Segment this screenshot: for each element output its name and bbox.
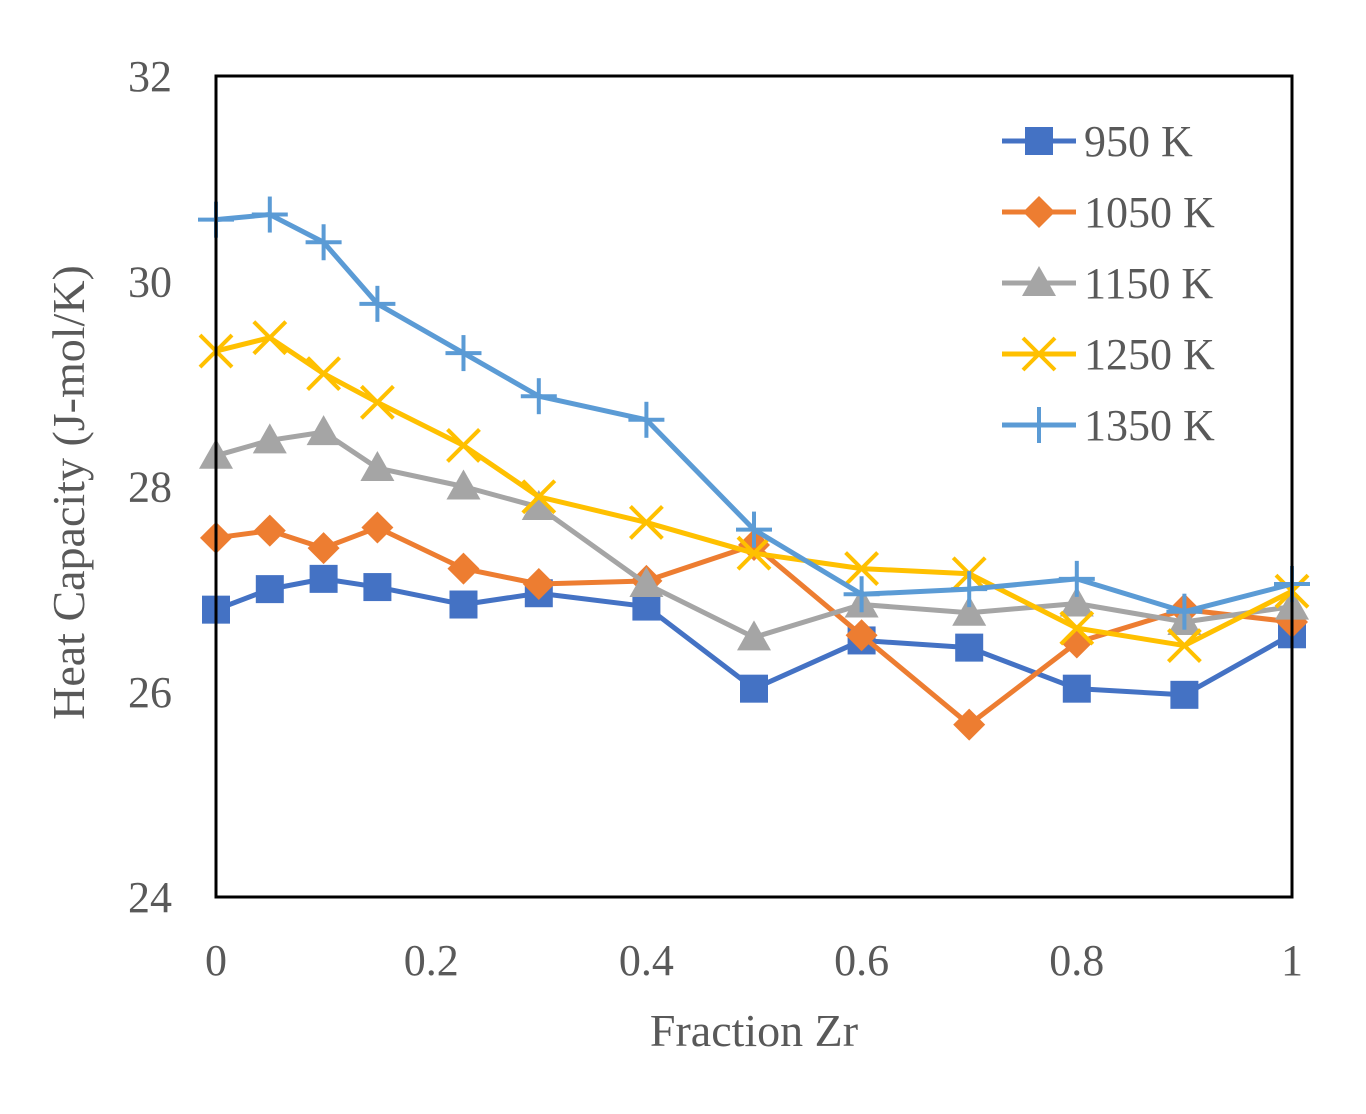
data-point [1062,674,1091,703]
y-axis-ticks: 24 26 28 30 32 [128,52,172,922]
data-point [445,335,482,372]
data-point [955,633,984,662]
data-point [446,469,481,500]
legend-marker [1021,407,1057,443]
data-point [307,532,340,565]
data-point [1170,680,1199,709]
data-point [736,535,772,571]
data-point [361,511,394,544]
data-point [447,552,480,585]
legend-label: 1050 K [1084,188,1215,237]
data-point [736,511,772,548]
data-point [306,356,342,392]
x-tick-label: 0.8 [1049,936,1104,985]
data-point [305,224,342,261]
data-point [251,196,288,233]
data-point [951,571,988,608]
legend-item: 1050 K [1002,188,1215,237]
data-point [522,567,555,600]
data-point [363,573,392,602]
data-point [629,566,664,597]
data-point [628,505,664,540]
legend-item: 1350 K [1002,401,1215,450]
legend-label: 1250 K [1084,330,1215,379]
data-point [740,674,768,703]
legend-marker [1023,196,1055,228]
data-point [309,564,338,593]
data-point [952,595,987,626]
legend-label: 950 K [1084,117,1193,166]
data-point [306,415,341,446]
plot-area-frame [214,74,1294,899]
data-point [843,576,880,613]
data-point [521,490,556,521]
legend: 950 K 1050 K 1150 K 1250 K 1350 K [1002,117,1215,450]
y-axis-title: Heat Capacity (J-mol/K) [43,265,94,720]
legend-marker [1022,266,1056,296]
data-point [1166,628,1202,663]
data-point [1058,560,1095,597]
legend-item: 1250 K [1002,330,1215,379]
data-point [628,401,665,438]
x-axis-ticks: 0 0.2 0.4 0.6 0.8 1 [205,936,1303,985]
y-tick-label: 30 [128,257,172,306]
x-tick-label: 0.2 [404,936,459,985]
y-tick-label: 26 [128,668,172,717]
data-point [632,592,661,621]
data-point [520,378,557,415]
data-point [252,320,288,356]
y-tick-label: 28 [128,463,172,512]
data-point [521,479,557,515]
series-layer [198,196,1310,741]
data-point [1166,593,1203,630]
data-point [252,423,287,454]
data-point [359,384,395,420]
data-point [253,514,286,547]
data-point [446,428,481,463]
legend-label: 1150 K [1084,259,1213,308]
data-point [360,451,395,482]
data-point [255,575,284,604]
legend-marker [1021,336,1057,372]
data-point [953,708,986,741]
legend-label: 1350 K [1084,401,1215,450]
legend-marker [1025,127,1053,155]
x-tick-label: 0.6 [834,936,889,985]
x-tick-label: 1 [1281,936,1303,985]
data-point [737,620,771,651]
legend-item: 950 K [1002,117,1193,166]
legend-item: 1150 K [1002,259,1213,308]
data-point [449,590,478,619]
x-tick-label: 0.4 [619,936,674,985]
data-point [844,551,880,587]
x-axis-title: Fraction Zr [650,1005,858,1056]
data-point [1059,586,1094,617]
y-tick-label: 24 [128,873,172,922]
data-point [845,619,878,652]
series-1250-k [198,320,1310,663]
x-tick-label: 0 [205,936,227,985]
y-tick-label: 32 [128,52,172,101]
data-point [1059,610,1095,646]
data-point [359,285,396,322]
